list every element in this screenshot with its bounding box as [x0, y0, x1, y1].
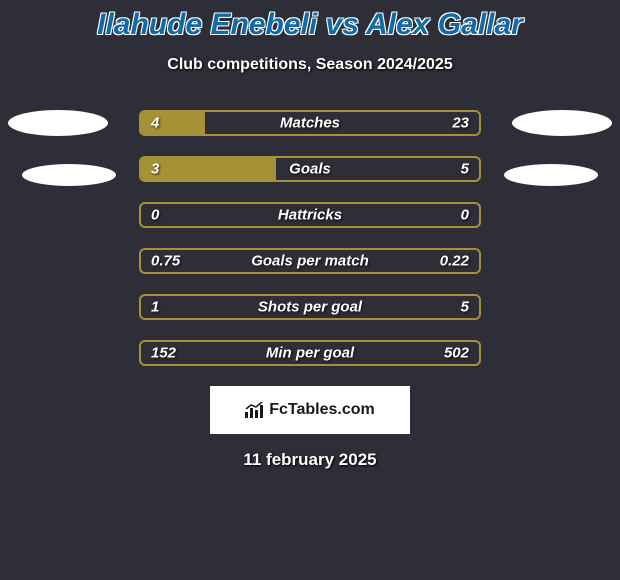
stat-label: Goals per match — [141, 253, 479, 270]
comparison-card: Ilahude Enebeli vs Alex Gallar Club comp… — [0, 0, 620, 580]
player-right-icon — [512, 110, 612, 136]
stat-row: 00Hattricks — [139, 202, 481, 228]
page-title: Ilahude Enebeli vs Alex Gallar — [0, 8, 620, 42]
logo-box[interactable]: FcTables.com — [210, 386, 410, 434]
logo: FcTables.com — [245, 401, 375, 419]
stat-row: 35Goals — [139, 156, 481, 182]
stat-row: 423Matches — [139, 110, 481, 136]
date-text: 11 february 2025 — [0, 450, 620, 470]
stat-label: Shots per goal — [141, 299, 479, 316]
logo-text: FcTables.com — [269, 401, 375, 419]
player-left-icon — [22, 164, 116, 186]
stats-area: 423Matches 35Goals 00Hattricks 0.750.22Goal… — [0, 110, 620, 366]
chart-icon — [245, 402, 265, 418]
stat-label: Hattricks — [141, 207, 479, 224]
stat-row: 0.750.22Goals per match — [139, 248, 481, 274]
stat-label: Matches — [141, 115, 479, 132]
stat-label: Goals — [141, 161, 479, 178]
stat-row: 152502Min per goal — [139, 340, 481, 366]
subtitle: Club competitions, Season 2024/2025 — [0, 56, 620, 74]
stat-row: 15Shots per goal — [139, 294, 481, 320]
player-right-icon — [504, 164, 598, 186]
stat-label: Min per goal — [141, 345, 479, 362]
player-left-icon — [8, 110, 108, 136]
